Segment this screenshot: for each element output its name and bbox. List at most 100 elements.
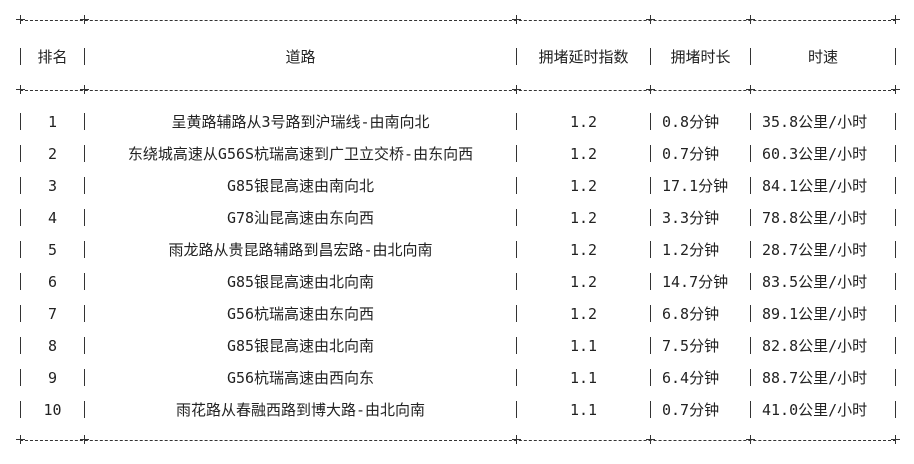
cell-speed: 82.8公里/小时 [762, 337, 868, 355]
table-row: 4 G78汕昆高速由东向西 1.2 3.3分钟 78.8公里/小时 [0, 202, 914, 234]
cell-road: G85银昆高速由北向南 [226, 337, 375, 355]
column-separator [84, 369, 85, 386]
table-row: 9 G56杭瑞高速由西向东 1.1 6.4分钟 88.7公里/小时 [0, 362, 914, 394]
column-separator [516, 369, 517, 386]
border-corner [646, 15, 655, 24]
column-separator [895, 209, 896, 226]
table-row: 6 G85银昆高速由北向南 1.2 14.7分钟 83.5公里/小时 [0, 266, 914, 298]
column-separator [516, 273, 517, 290]
column-separator [895, 177, 896, 194]
cell-rank: 4 [47, 209, 58, 227]
column-separator [516, 305, 517, 322]
column-separator [750, 401, 751, 418]
column-separator [84, 113, 85, 130]
cell-rank: 7 [47, 305, 58, 323]
table-row: 7 G56杭瑞高速由东向西 1.2 6.8分钟 89.1公里/小时 [0, 298, 914, 330]
column-separator [895, 145, 896, 162]
column-separator [650, 401, 651, 418]
cell-delay-index: 1.2 [569, 273, 598, 291]
column-separator [84, 48, 85, 65]
cell-rank: 8 [47, 337, 58, 355]
column-separator [895, 305, 896, 322]
column-separator [84, 273, 85, 290]
cell-rank: 9 [47, 369, 58, 387]
cell-rank: 6 [47, 273, 58, 291]
column-separator [84, 209, 85, 226]
column-separator [516, 241, 517, 258]
column-separator [750, 337, 751, 354]
cell-speed: 84.1公里/小时 [762, 177, 868, 195]
cell-road: G78汕昆高速由东向西 [226, 209, 375, 227]
column-separator [750, 273, 751, 290]
table-row: 10 雨花路从春融西路到博大路-由北向南 1.1 0.7分钟 41.0公里/小时 [0, 394, 914, 426]
cell-road: G85银昆高速由北向南 [226, 273, 375, 291]
column-separator [750, 209, 751, 226]
cell-delay-index: 1.2 [569, 241, 598, 259]
border-corner [891, 435, 900, 444]
table-row: 5 雨龙路从贵昆路辅路到昌宏路-由北向南 1.2 1.2分钟 28.7公里/小时 [0, 234, 914, 266]
table-header: 排名 道路 拥堵延时指数 拥堵时长 时速 [0, 41, 914, 73]
column-separator [516, 209, 517, 226]
border-corner [512, 435, 521, 444]
header-delay-index: 拥堵延时指数 [538, 48, 629, 66]
column-separator [650, 337, 651, 354]
column-separator [516, 177, 517, 194]
column-separator [895, 48, 896, 65]
table-border [20, 20, 896, 21]
column-separator [895, 241, 896, 258]
cell-road: 雨花路从春融西路到博大路-由北向南 [175, 401, 426, 419]
cell-duration: 0.7分钟 [662, 145, 720, 163]
border-corner [646, 85, 655, 94]
column-separator [650, 113, 651, 130]
cell-duration: 6.4分钟 [662, 369, 720, 387]
cell-speed: 89.1公里/小时 [762, 305, 868, 323]
table-row: 3 G85银昆高速由南向北 1.2 17.1分钟 84.1公里/小时 [0, 170, 914, 202]
cell-delay-index: 1.2 [569, 113, 598, 131]
column-separator [516, 145, 517, 162]
column-separator [20, 177, 21, 194]
border-corner [746, 85, 755, 94]
column-separator [650, 305, 651, 322]
cell-road: 东绕城高速从G56S杭瑞高速到广卫立交桥-由东向西 [127, 145, 474, 163]
table-row: 8 G85银昆高速由北向南 1.1 7.5分钟 82.8公里/小时 [0, 330, 914, 362]
header-duration: 拥堵时长 [670, 48, 731, 66]
cell-speed: 35.8公里/小时 [762, 113, 868, 131]
cell-road: G56杭瑞高速由西向东 [226, 369, 375, 387]
column-separator [650, 48, 651, 65]
cell-delay-index: 1.2 [569, 145, 598, 163]
column-separator [750, 48, 751, 65]
border-corner [16, 85, 25, 94]
table-row: 1 呈黄路辅路从3号路到沪瑞线-由南向北 1.2 0.8分钟 35.8公里/小时 [0, 106, 914, 138]
cell-duration: 14.7分钟 [662, 273, 729, 291]
border-corner [646, 435, 655, 444]
cell-delay-index: 1.2 [569, 177, 598, 195]
column-separator [516, 48, 517, 65]
column-separator [20, 209, 21, 226]
cell-duration: 0.7分钟 [662, 401, 720, 419]
cell-duration: 1.2分钟 [662, 241, 720, 259]
column-separator [20, 369, 21, 386]
column-separator [20, 241, 21, 258]
column-separator [84, 401, 85, 418]
column-separator [750, 369, 751, 386]
cell-rank: 5 [47, 241, 58, 259]
column-separator [84, 305, 85, 322]
column-separator [20, 337, 21, 354]
cell-delay-index: 1.1 [569, 337, 598, 355]
cell-speed: 78.8公里/小时 [762, 209, 868, 227]
column-separator [84, 145, 85, 162]
cell-duration: 3.3分钟 [662, 209, 720, 227]
column-separator [516, 337, 517, 354]
cell-road: G85银昆高速由南向北 [226, 177, 375, 195]
table-border [20, 90, 896, 91]
border-corner [512, 15, 521, 24]
column-separator [84, 337, 85, 354]
column-separator [84, 177, 85, 194]
cell-speed: 88.7公里/小时 [762, 369, 868, 387]
border-corner [891, 85, 900, 94]
header-speed: 时速 [807, 48, 838, 66]
cell-duration: 6.8分钟 [662, 305, 720, 323]
border-corner [891, 15, 900, 24]
cell-speed: 28.7公里/小时 [762, 241, 868, 259]
cell-road: 呈黄路辅路从3号路到沪瑞线-由南向北 [171, 113, 430, 131]
